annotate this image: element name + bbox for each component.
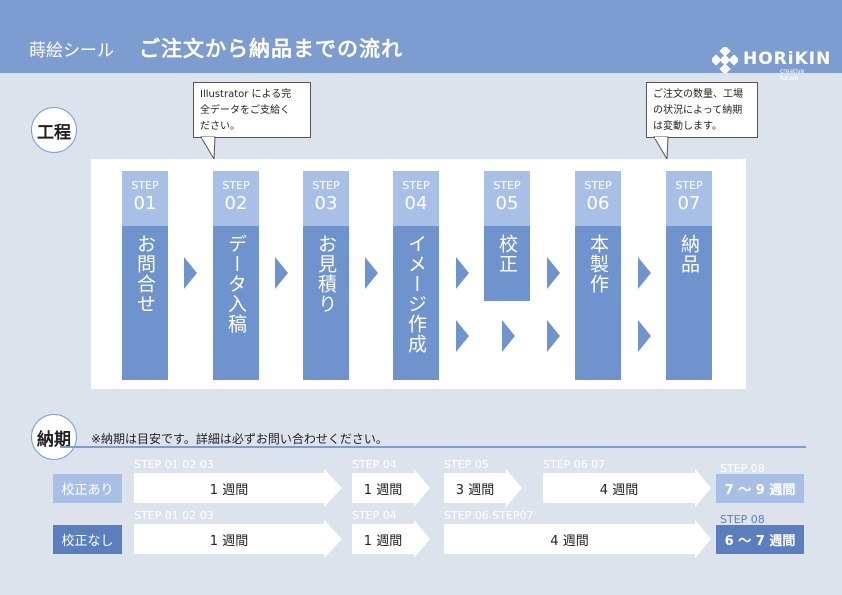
logo-mark-icon — [712, 47, 738, 73]
step-label: STEP — [584, 179, 612, 192]
duration-bar: STEP 05 3 週間 — [444, 458, 522, 507]
page-subtitle: 蒔絵シール — [29, 41, 114, 61]
bar-arrow-shape — [134, 469, 342, 507]
bubble-tail-icon — [200, 136, 216, 161]
flow-arrow-icon — [365, 257, 378, 289]
step-07: STEP 07 納品 — [666, 171, 712, 380]
step-04: STEP 04 イメージ作成 — [393, 171, 439, 380]
step-text: 納品 — [678, 234, 700, 274]
step-text: お問合せ — [134, 234, 156, 314]
bar-step-label: STEP 01 02 03 — [134, 458, 214, 471]
bar-step-label: STEP 04 — [352, 458, 397, 471]
step-number: 06 — [586, 193, 610, 214]
bar-duration: 1 週間 — [209, 533, 249, 549]
total-duration-without-proof: 6 〜 7 週間 — [716, 525, 804, 554]
flow-arrow-icon — [638, 320, 651, 352]
step-text: 本製作 — [587, 234, 609, 294]
step-02: STEP 02 データ入稿 — [213, 171, 259, 380]
step-number: 02 — [224, 193, 248, 214]
flow-arrow-icon — [547, 320, 560, 352]
section-divider — [60, 446, 806, 448]
step-06: STEP 06 本製作 — [575, 171, 621, 380]
duration-bar: STEP 06 07 4 週間 — [543, 458, 711, 507]
row-label-with-proof: 校正あり — [53, 474, 122, 503]
company-logo: HORiKIN creative future — [712, 47, 830, 82]
bar-step-label: STEP 06 STEP07 — [444, 509, 534, 522]
bar-arrow-shape — [352, 469, 430, 507]
step-03: STEP 03 お見積り — [303, 171, 349, 380]
flow-arrow-icon — [456, 320, 469, 352]
bar-duration: 4 週間 — [599, 482, 639, 498]
step-number: 04 — [404, 193, 428, 214]
logo-tagline: creative future — [780, 68, 805, 82]
step-label: STEP — [493, 179, 521, 192]
step-text: データ入稿 — [225, 234, 247, 334]
duration-bar: STEP 01 02 03 1 週間 — [134, 509, 342, 558]
step-label: STEP — [675, 179, 703, 192]
bar-step-label: STEP 05 — [444, 458, 489, 471]
bar-step-label: STEP 04 — [352, 509, 397, 522]
note-bubble-data: Illustrator による完 全データをご支給く ださい。 — [193, 82, 311, 161]
step-number: 07 — [677, 193, 701, 214]
header-banner: 蒔絵シール ご注文から納品までの流れ HORiKIN creative futu… — [0, 0, 842, 82]
delivery-section-label: 納期 — [31, 414, 77, 460]
step-text: イメージ作成 — [405, 234, 427, 354]
process-section-label: 工程 — [31, 107, 77, 153]
bubble-line: Illustrator による完 — [200, 89, 292, 100]
step-05: STEP 05 校正 — [484, 171, 530, 301]
flow-arrow-icon — [275, 257, 288, 289]
step-label: STEP — [131, 179, 159, 192]
duration-bar: STEP 04 1 週間 — [352, 509, 430, 558]
step-label: STEP — [402, 179, 430, 192]
flow-arrow-icon — [184, 257, 197, 289]
bar-duration: 1 週間 — [209, 482, 249, 498]
step-label: STEP — [312, 179, 340, 192]
bubble-line: ださい。 — [200, 121, 240, 132]
bubble-line: ご注文の数量、工場 — [653, 89, 743, 100]
bar-duration: 4 週間 — [550, 533, 589, 549]
bar-arrow-shape — [444, 520, 711, 558]
duration-bar: STEP 06 STEP07 4 週間 — [444, 509, 711, 558]
flow-arrow-icon — [502, 320, 515, 352]
step-number: 01 — [133, 193, 157, 214]
bubble-line: 全データをご支給く — [200, 105, 290, 116]
step-text: お見積り — [315, 234, 337, 314]
bar-duration: 1 週間 — [363, 482, 403, 498]
total-step-label: STEP 08 — [720, 513, 765, 526]
step-text: 校正 — [496, 234, 518, 274]
bar-arrow-shape — [352, 520, 430, 558]
page-title: ご注文から納品までの流れ — [139, 37, 403, 61]
bar-arrow-shape — [134, 520, 342, 558]
bar-duration: 1 週間 — [363, 533, 403, 549]
logo-name: HORiKIN — [743, 49, 832, 69]
bar-arrow-shape — [444, 469, 522, 507]
bubble-line: は変動します。 — [653, 121, 722, 132]
note-bubble-schedule: ご注文の数量、工場 の状況によって納期 は変動します。 — [646, 82, 758, 161]
total-step-label: STEP 08 — [720, 462, 765, 475]
bubble-tail-icon — [653, 136, 669, 161]
step-01: STEP 01 お問合せ — [122, 171, 168, 380]
flow-arrow-icon — [638, 257, 651, 289]
delivery-note: ※納期は目安です。詳細は必ずお問い合わせください。 — [91, 432, 388, 446]
step-number: 03 — [314, 193, 338, 214]
row-label-without-proof: 校正なし — [53, 525, 122, 554]
step-label: STEP — [222, 179, 250, 192]
bar-step-label: STEP 06 07 — [543, 458, 606, 471]
bubble-line: の状況によって納期 — [653, 105, 743, 116]
duration-bar: STEP 04 1 週間 — [352, 458, 430, 507]
total-duration-with-proof: 7 〜 9 週間 — [716, 474, 804, 503]
flow-arrow-icon — [547, 257, 560, 289]
step-number: 05 — [495, 193, 519, 214]
bar-duration: 3 週間 — [455, 482, 495, 498]
bar-arrow-shape — [543, 469, 711, 507]
bar-step-label: STEP 01 02 03 — [134, 509, 214, 522]
flow-arrow-icon — [456, 257, 469, 289]
duration-bar: STEP 01 02 03 1 週間 — [134, 458, 342, 507]
